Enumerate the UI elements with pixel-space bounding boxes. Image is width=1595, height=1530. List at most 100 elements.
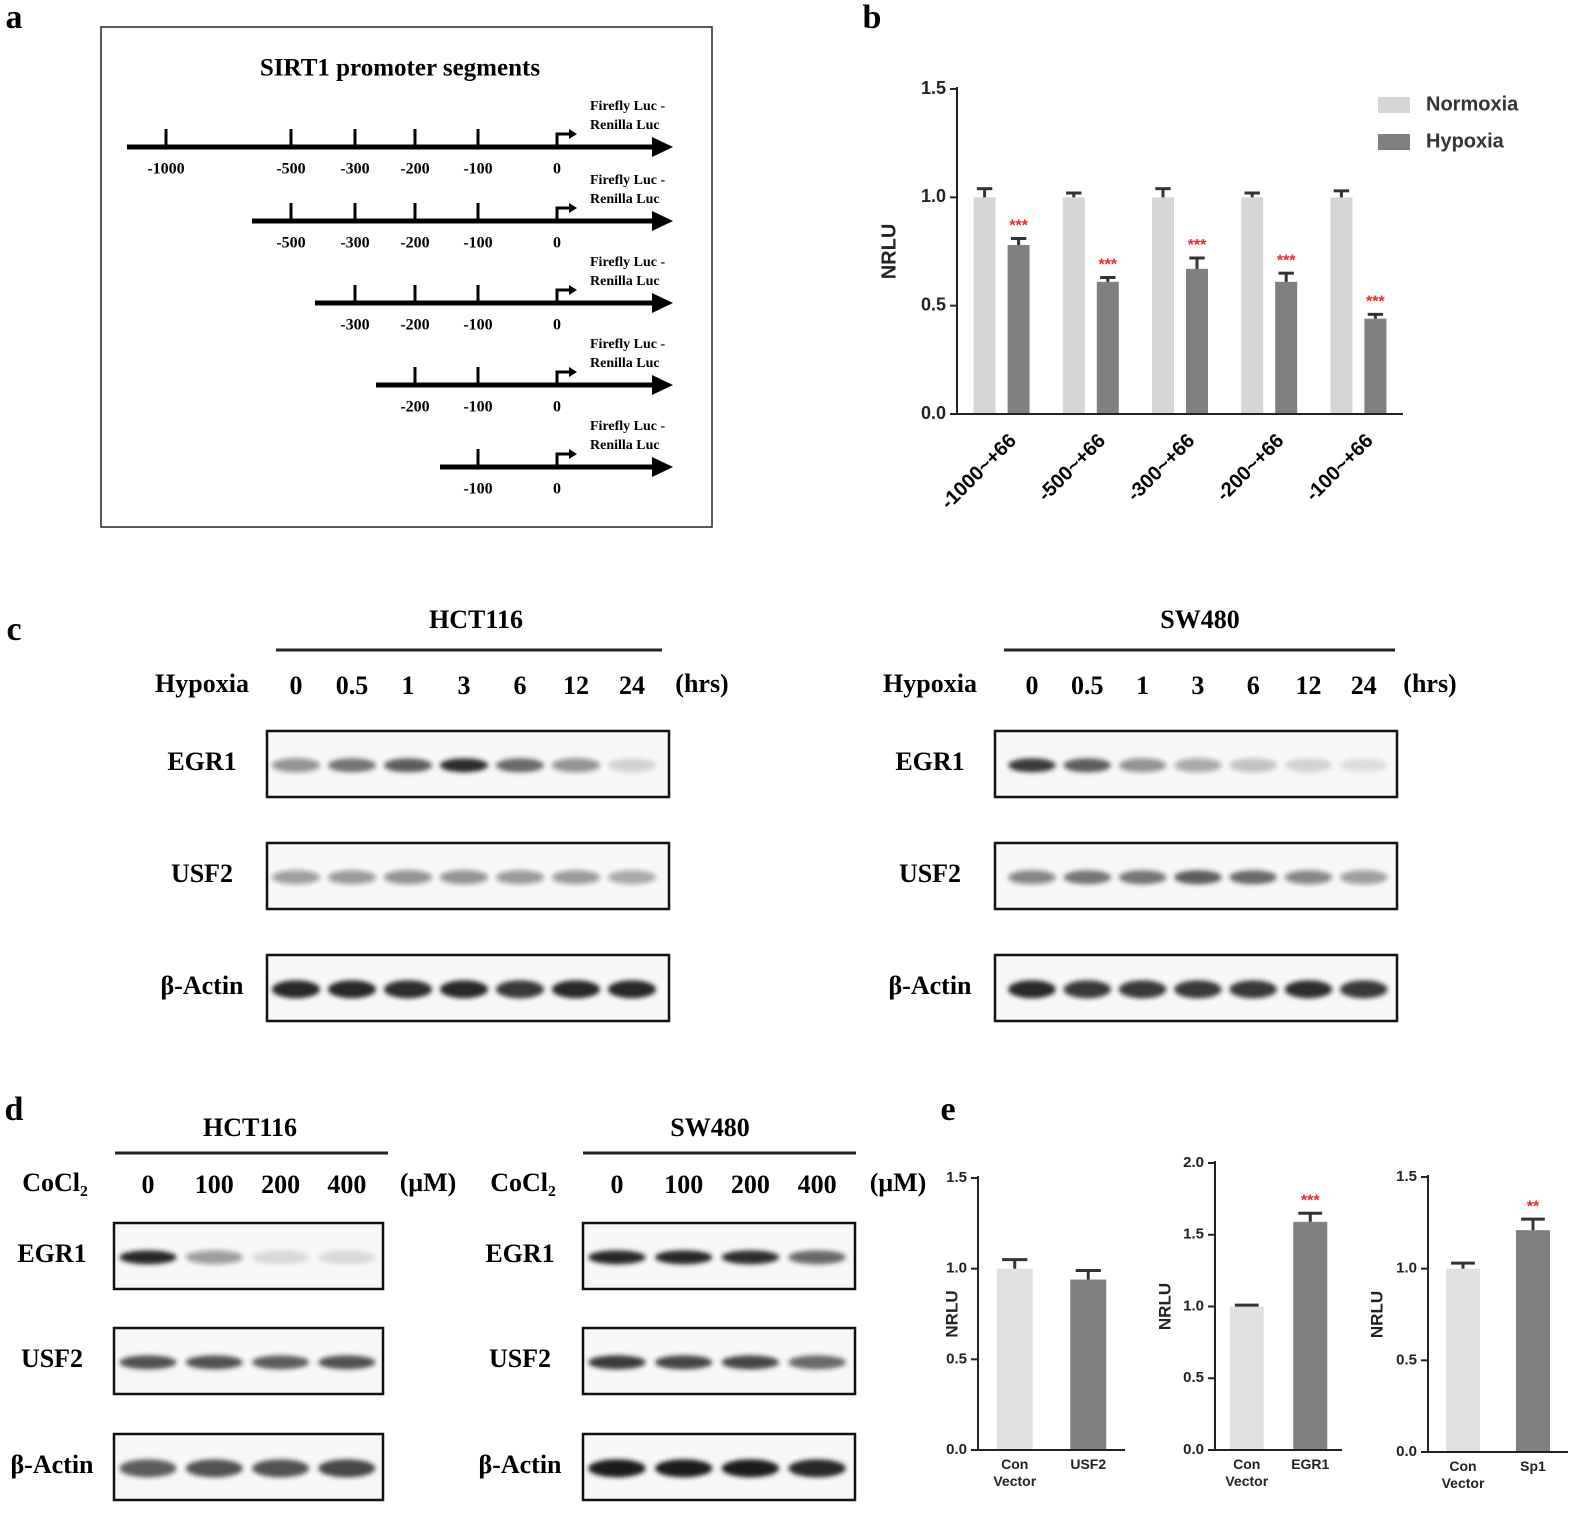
bar — [973, 197, 996, 414]
y-tick-label: 1.0 — [1396, 1260, 1417, 1277]
blot-band — [788, 1459, 846, 1478]
reporter-label: Firefly Luc - — [590, 173, 666, 188]
blot-band — [383, 980, 433, 999]
condition-label: 200 — [261, 1170, 300, 1199]
bar — [1062, 197, 1085, 414]
condition-label: 0 — [142, 1170, 155, 1199]
position-label: -100 — [463, 399, 492, 416]
position-label: -300 — [340, 161, 369, 178]
condition-label: 3 — [458, 671, 471, 700]
condition-label: 100 — [195, 1170, 234, 1199]
arrow-head — [652, 293, 673, 313]
blot-band — [788, 1355, 846, 1370]
arrow-head — [652, 375, 673, 395]
blot-band — [1174, 980, 1222, 999]
panel-letter: c — [6, 611, 21, 648]
bar — [1186, 268, 1208, 414]
position-label: -100 — [463, 317, 492, 334]
arrow-head — [652, 137, 673, 157]
y-tick-label: 0.5 — [1183, 1369, 1204, 1386]
blot-band — [607, 870, 657, 885]
reporter-label: Renilla Luc — [590, 356, 660, 371]
blot-frame — [265, 953, 671, 1023]
blot-frame — [112, 1221, 385, 1291]
legend-label: Hypoxia — [1426, 130, 1505, 152]
blot-bands — [119, 1459, 376, 1478]
blot-band — [271, 980, 321, 999]
unit-label: (hrs) — [1403, 669, 1456, 698]
blot-band — [1063, 870, 1112, 885]
blot-bands — [588, 1459, 846, 1478]
blot-band — [1174, 758, 1222, 773]
blot-band — [1284, 758, 1333, 773]
bar — [1446, 1268, 1480, 1452]
position-label: -1000 — [147, 161, 184, 178]
panel-letter: b — [863, 0, 882, 36]
y-tick-label: 1.0 — [946, 1260, 967, 1277]
reporter-label: Firefly Luc - — [590, 99, 666, 114]
protein-label: EGR1 — [167, 747, 236, 776]
y-tick-label: 0.5 — [946, 1350, 967, 1367]
protein-label: EGR1 — [17, 1239, 86, 1268]
blot-band — [252, 1250, 310, 1265]
y-tick-label: 1.5 — [921, 78, 946, 98]
condition-label: 0.5 — [336, 671, 369, 700]
significance: *** — [1009, 218, 1028, 235]
y-axis-title: NRLU — [942, 1290, 961, 1337]
blot-band — [1174, 870, 1222, 885]
tss-arrow-head — [569, 367, 577, 377]
position-label: -100 — [463, 481, 492, 498]
y-tick-label: 0.5 — [1396, 1351, 1417, 1368]
blot-frame — [265, 729, 671, 799]
blot-band — [655, 1459, 713, 1478]
x-tick-label: -200~+66 — [1212, 430, 1288, 506]
blot-band — [439, 870, 489, 885]
reporter-label: Renilla Luc — [590, 192, 660, 207]
cell-line-title: HCT116 — [429, 605, 523, 634]
blot-band — [588, 1355, 646, 1370]
blot-frame — [581, 1326, 857, 1396]
position-label: 0 — [553, 161, 561, 178]
blot-band — [551, 980, 601, 999]
blot-band — [607, 980, 657, 999]
blot-band — [721, 1250, 780, 1265]
condition-label: 6 — [514, 671, 527, 700]
blot-band — [1118, 980, 1167, 999]
tss-arrow — [555, 452, 570, 467]
reporter-label: Renilla Luc — [590, 118, 660, 133]
blot-band — [721, 1355, 780, 1370]
blot-band — [551, 758, 601, 773]
treatment-label: Hypoxia — [883, 669, 977, 698]
blot-band — [1340, 758, 1388, 773]
position-label: -200 — [400, 399, 429, 416]
blot-band — [588, 1459, 646, 1478]
condition-label: 3 — [1191, 671, 1204, 700]
reporter-label: Firefly Luc - — [590, 419, 666, 434]
position-label: -200 — [400, 317, 429, 334]
protein-label: USF2 — [899, 859, 961, 888]
blot-band — [327, 758, 377, 773]
blot-bands — [119, 1355, 376, 1370]
y-axis-title: NRLU — [1367, 1291, 1386, 1338]
condition-label: 1 — [1136, 671, 1149, 700]
position-label: -100 — [463, 235, 492, 252]
blot-band — [788, 1250, 846, 1265]
significance: *** — [1301, 1192, 1320, 1209]
blot-band — [119, 1250, 177, 1265]
blot-band — [327, 870, 377, 885]
blot-frame — [993, 841, 1399, 911]
position-label: -200 — [400, 161, 429, 178]
blot-bands — [1008, 758, 1388, 773]
condition-label: 0 — [290, 671, 303, 700]
diagram-frame — [100, 26, 713, 528]
blot-band — [1229, 870, 1277, 885]
legend-label: Normoxia — [1426, 93, 1519, 115]
blot-bands — [1008, 870, 1388, 885]
bar — [1330, 197, 1353, 414]
panel-letter: a — [6, 0, 23, 36]
blot-band — [495, 980, 545, 999]
bar — [1007, 245, 1030, 414]
cell-line-title: SW480 — [1160, 605, 1239, 634]
